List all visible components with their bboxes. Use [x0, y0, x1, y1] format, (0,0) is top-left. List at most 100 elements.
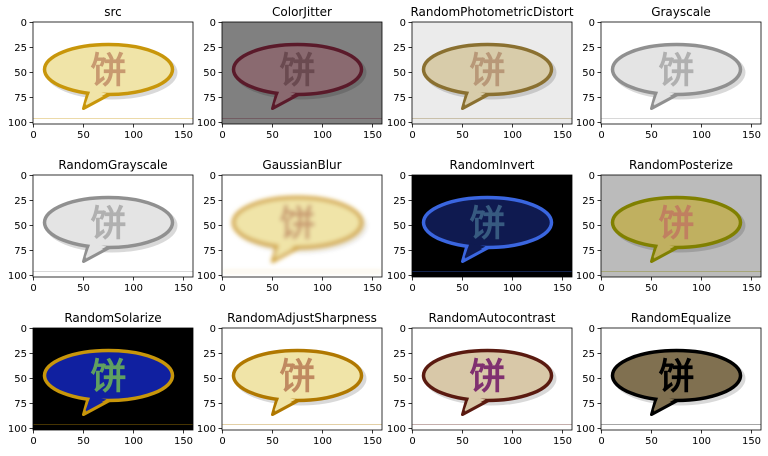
bubble: 饼 [222, 42, 382, 119]
y-tick-label: 100 [576, 424, 595, 435]
y-tick-label: 50 [582, 221, 595, 232]
bubble: 饼 [601, 195, 761, 272]
image: 饼 [412, 22, 572, 124]
y-tick-label: 0 [21, 171, 27, 182]
bubble-body [421, 348, 554, 403]
y-tick-label: 50 [393, 221, 406, 232]
bubble: 饼 [601, 348, 761, 425]
x-tick-label: 50 [645, 436, 658, 447]
y-tick-label: 50 [393, 68, 406, 79]
y-tick-label: 0 [21, 324, 27, 335]
y-tick-label: 75 [582, 246, 595, 257]
y-tick-label: 25 [14, 349, 27, 360]
y-tick-label: 75 [203, 399, 216, 410]
x-tick-label: 100 [313, 436, 332, 447]
x-tick-label: 100 [692, 130, 711, 141]
bubble-text: 饼 [279, 357, 315, 398]
subplot-title: GaussianBlur [262, 158, 341, 172]
y-tick-label: 75 [14, 93, 27, 104]
bubble-body [610, 348, 743, 403]
x-tick-label: 100 [313, 283, 332, 294]
x-tick-label: 0 [30, 436, 36, 447]
image: 饼 [33, 328, 193, 430]
y-tick-label: 100 [197, 118, 216, 129]
y-tick-label: 0 [589, 324, 595, 335]
x-tick-label: 50 [456, 436, 469, 447]
y-tick-label: 25 [393, 196, 406, 207]
y-tick-label: 0 [210, 18, 216, 29]
bubble-text: 饼 [90, 204, 126, 245]
bubble-text: 饼 [658, 204, 694, 245]
image: 饼 [601, 22, 761, 124]
bubble-tail-fill [85, 243, 107, 258]
bubble-text: 饼 [469, 204, 505, 245]
subplot-title: RandomAutocontrast [428, 311, 555, 325]
x-tick-label: 100 [503, 130, 522, 141]
bubble-tail-fill [464, 243, 486, 258]
bubble-text: 饼 [658, 51, 694, 92]
x-tick-label: 0 [409, 283, 415, 294]
x-tick-label: 100 [124, 130, 143, 141]
subplot-title: ColorJitter [272, 5, 332, 19]
bubble: 饼 [222, 348, 382, 425]
x-tick-label: 100 [313, 130, 332, 141]
y-tick-label: 0 [210, 324, 216, 335]
x-tick-label: 50 [645, 130, 658, 141]
x-tick-label: 150 [174, 283, 193, 294]
x-tick-label: 50 [456, 283, 469, 294]
x-tick-label: 50 [266, 283, 279, 294]
bubble-tail-fill [274, 90, 296, 105]
image: 饼 [412, 328, 572, 430]
bubble-body [42, 42, 175, 97]
x-tick-label: 50 [77, 283, 90, 294]
image: 饼 [33, 175, 193, 277]
bubble-body [421, 195, 554, 250]
y-tick-label: 25 [582, 349, 595, 360]
bubble-body [610, 42, 743, 97]
bubble: 饼 [601, 42, 761, 119]
x-tick-label: 50 [266, 436, 279, 447]
bubble-body [421, 42, 554, 97]
bubble-text: 饼 [90, 51, 126, 92]
y-tick-label: 75 [14, 399, 27, 410]
image: 饼 [33, 22, 193, 124]
subplot-title: RandomInvert [450, 158, 535, 172]
bubble: 饼 [222, 195, 382, 272]
y-tick-label: 75 [203, 246, 216, 257]
y-tick-label: 0 [589, 171, 595, 182]
y-tick-label: 50 [203, 374, 216, 385]
bubble-text: 饼 [279, 51, 315, 92]
bubble: 饼 [33, 348, 193, 425]
axes-frame [411, 174, 573, 278]
y-tick-label: 100 [387, 271, 406, 282]
x-tick-label: 100 [692, 436, 711, 447]
bubble-text: 饼 [658, 357, 694, 398]
y-tick-label: 0 [400, 18, 406, 29]
y-tick-label: 25 [393, 43, 406, 54]
y-tick-label: 75 [582, 399, 595, 410]
axes-frame [411, 21, 573, 125]
y-tick-label: 25 [14, 43, 27, 54]
y-tick-label: 25 [203, 349, 216, 360]
y-tick-label: 50 [582, 68, 595, 79]
y-tick-label: 50 [14, 68, 27, 79]
subplot-title: Grayscale [651, 5, 711, 19]
bubble-body [42, 348, 175, 403]
bubble: 饼 [33, 195, 193, 272]
y-tick-label: 25 [582, 43, 595, 54]
x-tick-label: 100 [124, 436, 143, 447]
y-tick-label: 50 [203, 221, 216, 232]
subplot-title: RandomAdjustSharpness [227, 311, 377, 325]
y-tick-label: 100 [197, 424, 216, 435]
y-tick-label: 75 [393, 93, 406, 104]
x-tick-label: 150 [553, 130, 572, 141]
y-tick-label: 0 [400, 171, 406, 182]
y-tick-label: 50 [582, 374, 595, 385]
x-tick-label: 100 [503, 283, 522, 294]
bubble-body [231, 348, 364, 403]
x-tick-label: 0 [30, 130, 36, 141]
y-tick-label: 100 [8, 424, 27, 435]
x-tick-label: 50 [77, 130, 90, 141]
y-tick-label: 75 [393, 399, 406, 410]
x-tick-label: 150 [363, 283, 382, 294]
